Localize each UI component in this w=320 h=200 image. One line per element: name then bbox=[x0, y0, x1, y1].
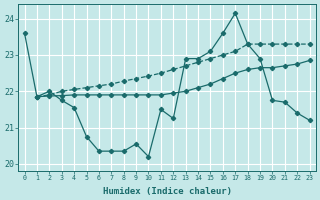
X-axis label: Humidex (Indice chaleur): Humidex (Indice chaleur) bbox=[103, 187, 232, 196]
